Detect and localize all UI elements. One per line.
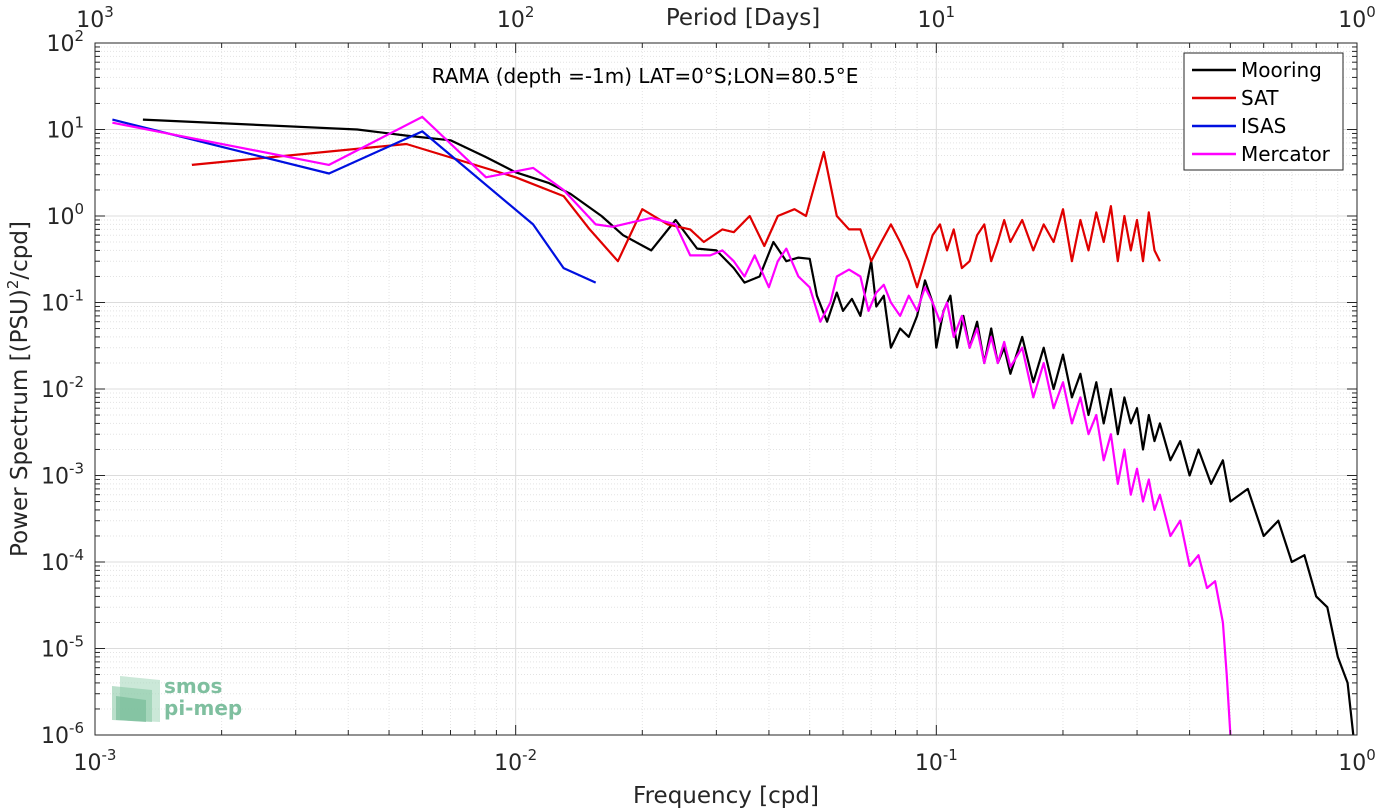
y-tick-label: 100 (46, 200, 84, 230)
legend-label-isas: ISAS (1241, 114, 1286, 138)
x-tick-label: 10-1 (915, 746, 958, 776)
x-axis-title: Frequency [cpd] (633, 783, 819, 809)
y-tick-label: 101 (46, 114, 84, 144)
logo-line2: pi-mep (164, 696, 242, 720)
series-mercator-line (112, 115, 1232, 736)
top-tick-label: 103 (76, 3, 114, 33)
top-tick-label: 102 (497, 3, 535, 33)
chart-annotation: RAMA (depth =-1m) LAT=0°S;LON=80.5°E (432, 64, 859, 88)
y-tick-label: 10-2 (41, 373, 84, 403)
legend-label-sat: SAT (1241, 86, 1279, 110)
y-tick-label: 10-1 (41, 287, 84, 317)
legend: Mooring SAT ISAS Mercator (1183, 52, 1344, 171)
legend-label-mooring: Mooring (1241, 58, 1322, 82)
series-sat-line (191, 142, 1161, 289)
y-tick-label: 10-6 (41, 719, 84, 749)
y-axis-title-main: Power Spectrum [(PSU) (7, 289, 33, 557)
y-tick-label: 10-3 (41, 460, 84, 490)
series-layer (112, 115, 1355, 736)
x-tick-label: 10-2 (494, 746, 537, 776)
y-tick-label: 10-4 (41, 546, 84, 576)
top-axis-title: Period [Days] (666, 5, 820, 31)
y-axis-title: Power Spectrum [(PSU)2/cpd] (4, 221, 33, 557)
smos-pi-mep-logo: smos pi-mep (112, 674, 242, 722)
top-tick-label: 100 (1338, 3, 1376, 33)
y-axis-title-tail: /cpd] (7, 221, 33, 280)
y-tick-label: 10-5 (41, 633, 84, 663)
x-tick-label: 10-3 (74, 746, 117, 776)
axis-ticks (94, 42, 1358, 736)
logo-line1: smos (164, 674, 222, 698)
series-isas-line (112, 118, 597, 284)
legend-label-mercator: Mercator (1241, 142, 1331, 166)
legend-box (1183, 52, 1344, 171)
series-mooring-line (142, 118, 1355, 736)
y-axis-title-sup: 2 (4, 280, 22, 290)
top-tick-label: 101 (918, 3, 956, 33)
x-tick-label: 100 (1338, 746, 1376, 776)
y-tick-label: 102 (46, 27, 84, 57)
